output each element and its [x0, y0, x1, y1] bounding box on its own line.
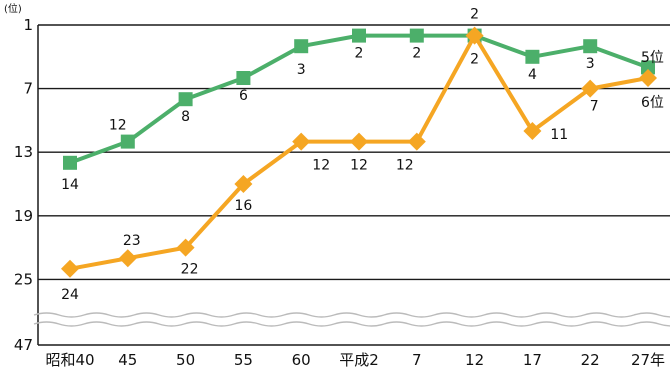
- x-tick-label: 昭和40: [45, 351, 94, 369]
- x-tick-label: 50: [176, 351, 195, 369]
- series-1-point: [120, 134, 135, 149]
- series-2-point: [118, 249, 137, 268]
- series-1-data-label: 3: [586, 56, 595, 72]
- series-1-data-label: 4: [528, 67, 537, 83]
- series-2-data-label: 12: [350, 158, 368, 174]
- series-1-point: [236, 71, 251, 85]
- series-1-point: [583, 39, 598, 54]
- series-1-data-label: 2: [355, 46, 364, 62]
- series-2-data-label: 23: [123, 233, 141, 249]
- series-2-data-label: 7: [590, 99, 599, 115]
- x-tick-label: 12: [465, 351, 484, 369]
- series-1-data-label: 5位: [641, 50, 664, 66]
- series-2-point: [176, 238, 195, 257]
- y-tick-label: 19: [14, 207, 33, 225]
- series-1-data-label: 3: [297, 62, 306, 78]
- series-1-data-label: 6: [239, 88, 248, 104]
- x-tick-label: 7: [412, 351, 422, 369]
- series-2-point: [523, 122, 542, 140]
- series-2-data-label: 16: [234, 198, 252, 214]
- series-2-point: [350, 132, 368, 151]
- axis-break-wave-1: [33, 312, 670, 318]
- axis-break: [33, 312, 670, 327]
- series-2-data-label: 12: [396, 158, 414, 174]
- series-1-data-label: 12: [109, 118, 127, 134]
- series-2-point: [407, 132, 426, 151]
- x-tick-label: 平成2: [339, 351, 379, 369]
- series-2-point: [292, 132, 311, 151]
- x-tick-label: 27年: [631, 351, 665, 369]
- series-2-data-label: 2: [470, 52, 479, 68]
- series-2-point: [465, 26, 484, 45]
- y-tick-label: 13: [14, 143, 33, 161]
- y-axis-unit: (位): [4, 2, 22, 15]
- x-tick-label: 22: [581, 351, 600, 369]
- series-1-data-label: 14: [61, 177, 79, 193]
- series-1-point: [352, 28, 366, 43]
- series-1-data-label: 2: [412, 46, 421, 62]
- x-tick-label: 55: [234, 351, 253, 369]
- y-tick-label: 7: [23, 80, 33, 98]
- series-1-point: [294, 39, 309, 54]
- x-tick-label: 45: [118, 351, 137, 369]
- series-2-data-label: 6位: [641, 95, 664, 111]
- series-1-data-label: 8: [181, 109, 190, 125]
- series-2-point: [234, 175, 253, 193]
- y-tick-label: 1: [23, 16, 33, 34]
- axis-break-wave-2: [33, 321, 670, 327]
- series-2-point: [61, 259, 79, 278]
- series-1-point: [63, 155, 77, 170]
- x-tick-label: 17: [523, 351, 542, 369]
- series-1-point: [178, 92, 193, 107]
- x-tick-label: 60: [292, 351, 311, 369]
- series-2-point: [581, 79, 600, 98]
- series-1-point: [525, 49, 540, 64]
- y-tick-label: 25: [14, 270, 33, 288]
- series-2-data-label: 24: [61, 287, 79, 303]
- series-2-data-label: 12: [312, 158, 330, 174]
- y-tick-label: 47: [14, 336, 33, 354]
- series-2-data-label: 11: [550, 127, 568, 143]
- series-1-point: [641, 60, 655, 75]
- series-2-point: [639, 69, 657, 87]
- series-1-point: [409, 28, 424, 43]
- series-2-data-label: 22: [181, 262, 199, 278]
- series-1-data-label: 2: [470, 7, 479, 23]
